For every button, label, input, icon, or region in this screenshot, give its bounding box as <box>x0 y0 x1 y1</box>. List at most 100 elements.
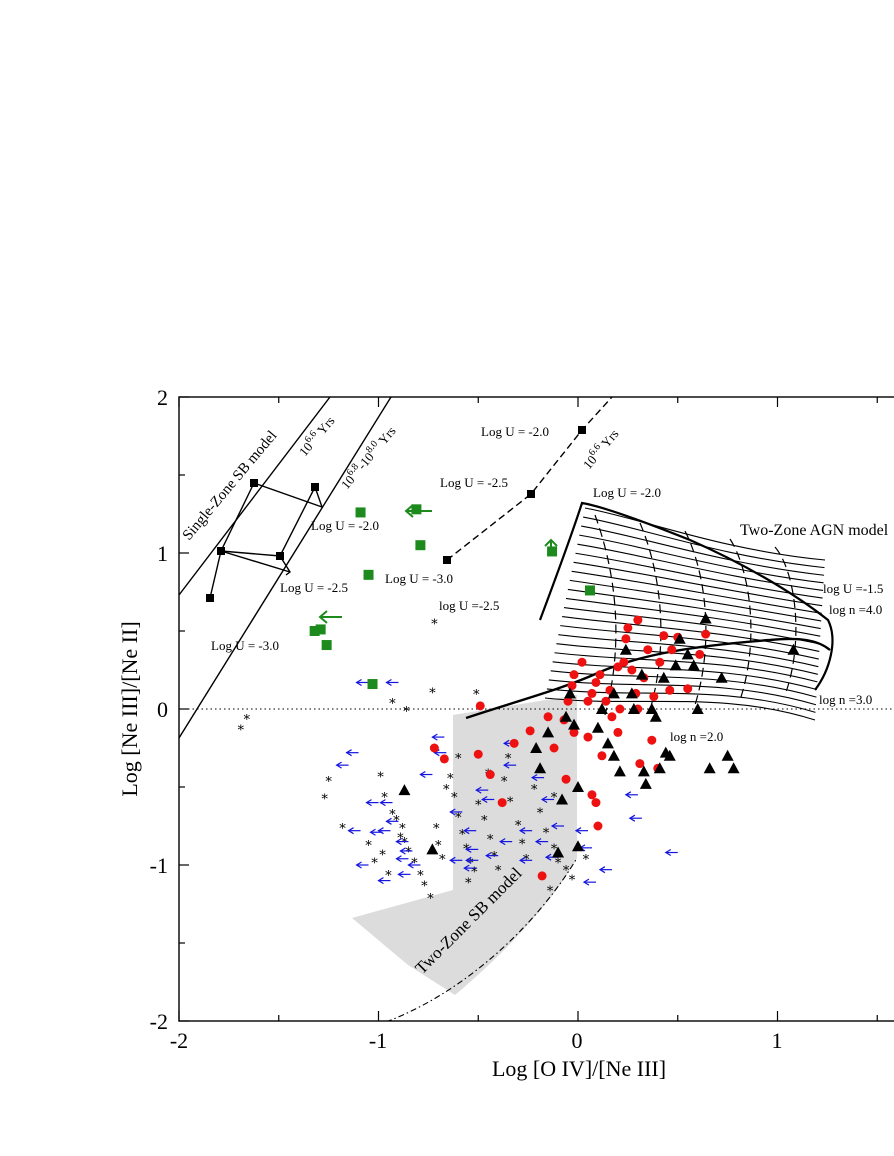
agn-grid-line <box>546 688 816 713</box>
data-point-triangle <box>556 793 569 805</box>
data-point-star: ∗ <box>428 682 437 697</box>
two-zone-sb-region <box>352 695 577 995</box>
data-point-star: ∗ <box>480 810 489 825</box>
data-point-star: ∗ <box>370 852 379 867</box>
model-markers <box>206 426 586 602</box>
single-zone-sb-model <box>179 397 392 739</box>
data-point-triangle <box>530 742 543 753</box>
data-point-star: ∗ <box>536 802 545 817</box>
data-point-star: ∗ <box>582 849 591 864</box>
data-point-circle <box>593 821 603 831</box>
y-tick-label: -1 <box>150 853 168 878</box>
log-u-label: Log U = -3.0 <box>385 571 453 586</box>
data-point-triangle <box>426 843 439 855</box>
log-u-label: log U =-1.5 <box>823 581 883 596</box>
data-point-circle <box>683 684 693 694</box>
data-point-triangle <box>595 703 608 714</box>
data-point-circle <box>643 645 653 655</box>
data-point-triangle <box>398 784 411 796</box>
data-point-triangle <box>635 668 648 680</box>
green-limit-arrows <box>318 504 558 624</box>
data-point-arrowhead <box>518 856 526 864</box>
agn-grid-line <box>565 597 821 637</box>
data-point-triangle <box>703 762 716 774</box>
log-n-label: log n =2.0 <box>670 729 723 744</box>
data-point-star: ∗ <box>376 767 385 782</box>
data-point-triangle <box>552 846 565 858</box>
data-point-star: ∗ <box>506 791 515 806</box>
data-point-star: ∗ <box>402 701 411 716</box>
agn-grid-line <box>550 670 817 698</box>
data-point-circle <box>647 735 657 745</box>
data-point-triangle <box>564 687 577 699</box>
data-point-triangle <box>787 643 800 655</box>
data-point-triangle <box>619 643 632 655</box>
data-point-square <box>321 640 332 651</box>
agn-grid-line <box>573 561 823 607</box>
data-point-star: ∗ <box>472 684 481 699</box>
data-point-circle <box>549 743 559 753</box>
data-point-circle <box>623 623 633 633</box>
data-point-arrowhead <box>463 864 470 872</box>
y-tick-label: 1 <box>157 541 168 566</box>
agn-grid-line <box>577 543 824 592</box>
agn-density-track <box>639 522 662 711</box>
data-point-circle <box>567 681 577 691</box>
data-point-square <box>309 626 320 636</box>
data-point-star: ∗ <box>380 787 389 802</box>
data-point-square <box>363 569 374 580</box>
agn-grid-line <box>569 579 822 622</box>
data-point-circle <box>583 732 593 742</box>
agn-grid-line <box>581 525 825 576</box>
data-point-star: ∗ <box>490 846 499 861</box>
data-point-circle <box>563 696 573 706</box>
data-point-arrowhead <box>465 845 472 853</box>
data-point-circle <box>665 685 675 695</box>
data-point-star: ∗ <box>426 888 435 903</box>
data-point-triangle <box>560 710 573 722</box>
single-zone-sb-label: Single-Zone SB model <box>180 428 281 544</box>
data-point-arrowhead <box>574 827 582 835</box>
data-point-arrowhead <box>399 847 406 855</box>
data-point-arrowhead <box>355 861 362 869</box>
y-tick-label: 2 <box>157 385 168 410</box>
data-point-arrowhead <box>449 856 456 864</box>
data-point-star: ∗ <box>470 862 479 877</box>
data-point-triangle <box>669 659 682 671</box>
data-point-arrowhead <box>582 878 590 886</box>
log-u-label: Log U = -2.0 <box>593 485 661 500</box>
x-axis-title: Log [O IV]/[Ne III] <box>492 1056 666 1081</box>
data-point-square <box>415 540 426 551</box>
data-point-arrowhead <box>419 771 426 779</box>
data-point-circle <box>635 759 645 769</box>
data-point-star: ∗ <box>338 818 347 833</box>
data-point-arrowhead <box>544 853 552 861</box>
data-point-circle <box>619 657 629 667</box>
data-point-arrowhead <box>540 795 548 803</box>
data-point-triangle <box>534 762 547 774</box>
data-point-star: ∗ <box>388 693 397 708</box>
data-point-arrowhead <box>355 678 362 686</box>
data-point-star: ∗ <box>400 832 409 847</box>
data-point-triangle <box>649 710 662 722</box>
data-point-star: ∗ <box>550 787 559 802</box>
data-point-star: ∗ <box>432 818 441 833</box>
data-point-arrowhead <box>449 808 456 816</box>
data-point-circle <box>569 670 579 680</box>
data-point-circle <box>695 649 705 659</box>
data-point-star: ∗ <box>542 823 551 838</box>
data-point-star: ∗ <box>568 869 577 884</box>
log-n-label: log n =3.0 <box>819 692 872 707</box>
data-point-circle <box>561 774 571 784</box>
data-point-arrowhead <box>518 827 526 835</box>
data-point-arrowhead <box>598 866 606 874</box>
data-point-arrowhead <box>385 678 392 686</box>
data-point-square <box>355 507 366 518</box>
data-point-triangle <box>653 762 666 774</box>
data-point-arrowhead <box>431 733 438 741</box>
data-point-star: ∗ <box>430 614 439 629</box>
data-point-triangle <box>645 703 658 714</box>
data-point-star: ∗ <box>518 834 527 849</box>
data-point-circle <box>667 645 677 655</box>
